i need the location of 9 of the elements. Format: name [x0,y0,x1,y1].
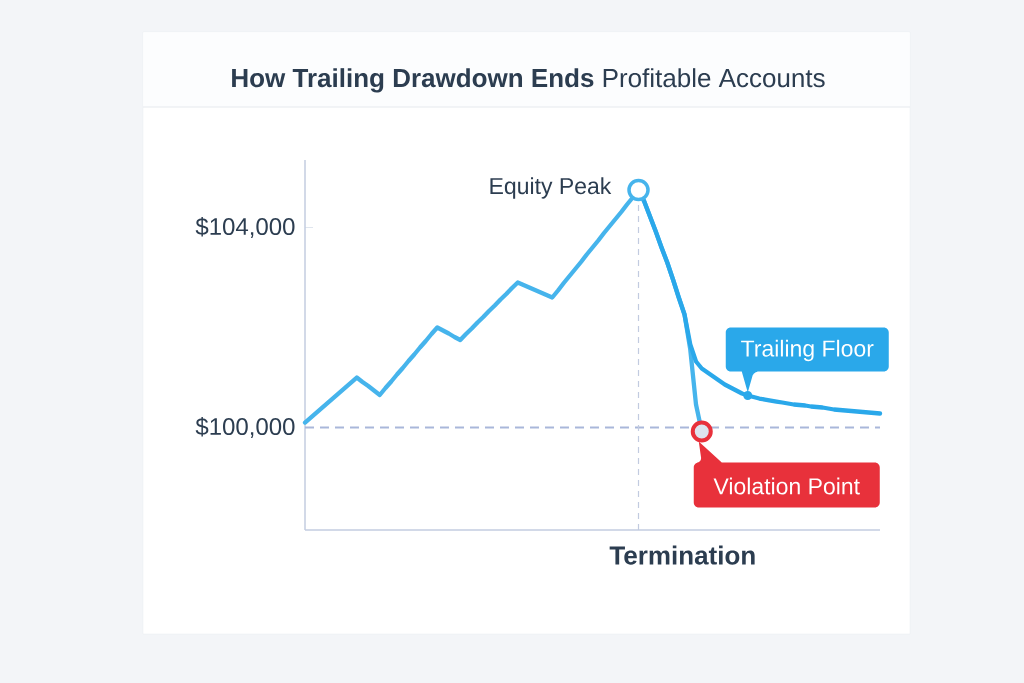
y-tick-label: $104,000 [195,217,295,238]
point [743,391,753,401]
x-axis-title: Termination [609,545,755,565]
annotation: Violation Point [713,477,860,495]
y-tick-label: $100,000 [195,417,295,438]
point [627,178,650,202]
annotation: Equity Peak [490,177,612,199]
chart-title: How Trailing Drawdown Ends Profitable Accounts [232,68,825,93]
series-label: Trailing Floor [741,339,874,362]
